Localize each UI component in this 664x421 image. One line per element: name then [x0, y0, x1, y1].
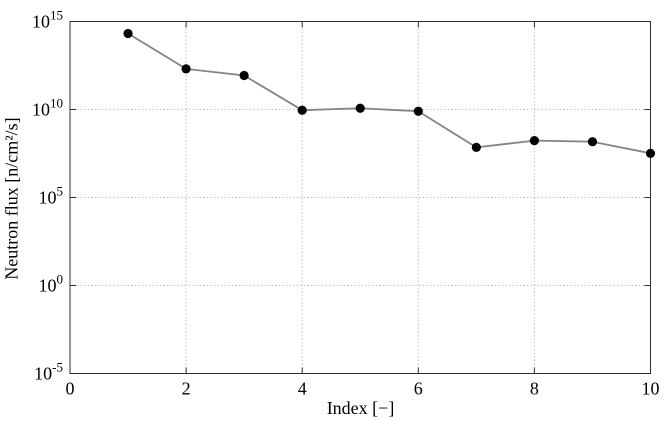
data-point-marker — [297, 105, 307, 115]
y-tick-label: 1015 — [32, 8, 63, 32]
data-point-marker — [239, 70, 249, 81]
x-tick-label: 0 — [66, 379, 75, 399]
data-point-marker — [123, 28, 133, 39]
data-point-marker — [413, 106, 423, 116]
data-line — [127, 32, 651, 155]
y-tick-label: 105 — [39, 184, 64, 208]
x-tick-label: 4 — [298, 379, 307, 399]
data-point-marker — [529, 136, 540, 146]
x-axis-label: Index [−] — [326, 398, 395, 418]
y-tick-label: 1010 — [32, 96, 63, 120]
x-tick-label: 2 — [182, 379, 191, 399]
data-point-marker — [471, 142, 481, 152]
x-tick-label: 8 — [530, 379, 539, 399]
y-axis-label: Neutron flux [n/cm²/s] — [1, 117, 22, 280]
x-tick-label: 6 — [414, 379, 423, 399]
data-point-marker — [645, 148, 656, 158]
y-tick-label: 10-5 — [34, 360, 63, 384]
data-point-marker — [587, 137, 598, 147]
data-point-marker — [181, 64, 191, 74]
y-tick-label: 100 — [39, 272, 64, 296]
data-point-marker — [355, 103, 365, 113]
x-tick-label: 10 — [642, 379, 660, 399]
